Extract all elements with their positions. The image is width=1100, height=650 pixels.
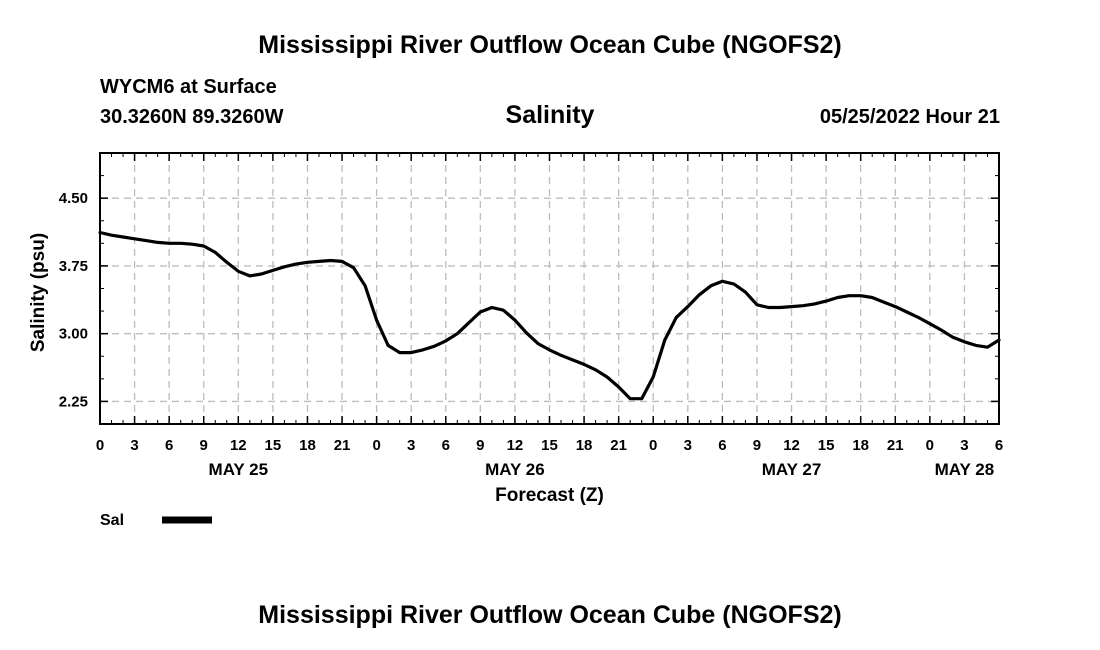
salinity-series-line (98, 230, 1001, 401)
plot-frame (99, 152, 1000, 425)
x-tick-label: 0 (96, 437, 104, 454)
x-tick-label: 21 (334, 437, 351, 454)
series-layer (98, 230, 1001, 401)
x-tick-label: 9 (200, 437, 208, 454)
x-tick-label: 0 (926, 437, 934, 454)
x-tick-label: 15 (541, 437, 558, 454)
grid-lines (100, 153, 999, 424)
x-tick-label: 9 (753, 437, 761, 454)
date-label: MAY 25 (209, 460, 269, 479)
y-tick-label: 3.75 (59, 258, 88, 275)
station-coordinates: 30.3260N 89.3260W (100, 106, 284, 128)
x-tick-label: 18 (299, 437, 316, 454)
y-tick-label: 2.25 (59, 393, 88, 410)
x-tick-label: 0 (372, 437, 380, 454)
x-tick-label: 9 (476, 437, 484, 454)
x-tick-label: 3 (684, 437, 692, 454)
x-tick-label: 15 (818, 437, 835, 454)
x-tick-label: 6 (995, 437, 1003, 454)
x-tick-label: 12 (783, 437, 800, 454)
y-axis-title: Salinity (psu) (28, 233, 49, 352)
station-label: WYCM6 at Surface (100, 76, 277, 98)
x-tick-label: 15 (265, 437, 282, 454)
chart-top-title: Mississippi River Outflow Ocean Cube (NG… (258, 31, 842, 59)
date-label: MAY 28 (935, 460, 995, 479)
forecast-datetime: 05/25/2022 Hour 21 (819, 106, 1000, 128)
legend-label: Sal (100, 512, 124, 529)
x-tick-label: 18 (576, 437, 593, 454)
x-tick-label: 6 (718, 437, 726, 454)
date-label: MAY 27 (762, 460, 822, 479)
axis-labels: 0 3 6 9 12 15 18 21 0 3 6 9 12 15 18 21 0 3 6 9 12 15 18 21 0 3 6 2… (28, 190, 1003, 506)
legend: Sal (100, 512, 212, 529)
x-axis-title: Forecast (Z) (495, 485, 604, 506)
x-tick-label: 21 (887, 437, 904, 454)
date-label: MAY 26 (485, 460, 545, 479)
x-tick-label: 3 (960, 437, 968, 454)
x-tick-label: 3 (130, 437, 138, 454)
y-tick-label: 4.50 (59, 190, 88, 207)
x-tick-label: 6 (442, 437, 450, 454)
x-tick-label: 6 (165, 437, 173, 454)
x-tick-label: 0 (649, 437, 657, 454)
y-tick-label: 3.00 (59, 326, 88, 343)
x-tick-label: 21 (610, 437, 627, 454)
x-tick-label: 18 (852, 437, 869, 454)
x-tick-label: 3 (407, 437, 415, 454)
x-tick-label: 12 (230, 437, 247, 454)
chart-title: Salinity (505, 101, 595, 129)
chart-bottom-title: Mississippi River Outflow Ocean Cube (NG… (258, 601, 842, 629)
x-tick-label: 12 (507, 437, 524, 454)
